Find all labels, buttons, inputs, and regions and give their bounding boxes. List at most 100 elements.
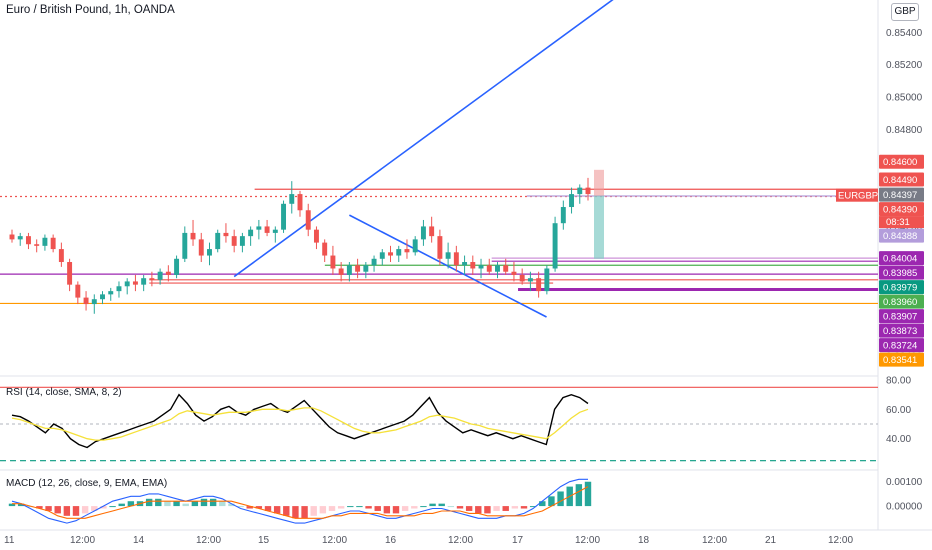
macd-signal-line — [12, 486, 589, 519]
candle-body — [305, 210, 311, 230]
rsi-tick-label: 40.00 — [886, 434, 911, 445]
candle-body — [486, 265, 492, 272]
macd-histogram-bar — [438, 503, 445, 507]
candle-body — [75, 284, 81, 298]
candle-body — [536, 278, 542, 292]
macd-histogram-bar — [447, 506, 455, 508]
candle-body — [264, 226, 270, 233]
macd-histogram-bar — [219, 501, 226, 507]
time-tick-label: 12:00 — [575, 535, 600, 546]
candle-body — [519, 274, 525, 282]
candle-body — [569, 194, 575, 208]
price-tick-label: 0.85200 — [886, 60, 923, 71]
candle-body — [100, 294, 105, 300]
currency-button[interactable]: GBP — [891, 3, 919, 21]
macd-histogram-bar — [420, 506, 427, 508]
candle-body — [495, 265, 500, 272]
symbol-badge-text: EURGBP — [838, 191, 878, 202]
macd-histogram-bar — [465, 506, 473, 511]
candle-body — [91, 299, 97, 305]
time-tick-label: 11 — [4, 535, 15, 546]
macd-title: MACD (12, 26, close, 9, EMA, EMA) — [6, 478, 168, 489]
price-label-badge — [879, 251, 924, 266]
price-label-badge — [879, 187, 924, 202]
price-label: 0.83960 — [883, 297, 917, 308]
price-label-badge — [879, 154, 924, 169]
macd-histogram-bar — [310, 506, 317, 516]
price-label-badge — [879, 309, 924, 324]
candle-body — [207, 249, 212, 256]
candle-body — [396, 249, 402, 256]
candle-body — [371, 258, 377, 266]
macd-histogram-bar — [356, 506, 363, 508]
candle-body — [355, 265, 361, 272]
time-tick-label: 12:00 — [702, 535, 727, 546]
price-label: 0.84004 — [883, 254, 917, 265]
candle-body — [58, 249, 64, 263]
price-label-badge — [879, 172, 924, 187]
chart-title: Euro / British Pound, 1h, OANDA — [6, 4, 175, 16]
macd-histogram-bar — [200, 498, 208, 507]
macd-histogram-bar — [273, 506, 281, 514]
macd-histogram-bar — [337, 506, 345, 509]
macd-histogram-bar — [155, 498, 162, 507]
candle-body — [503, 265, 509, 272]
time-tick-label: 21 — [765, 535, 777, 546]
macd-histogram-bar — [548, 496, 555, 507]
candle-body — [42, 237, 48, 246]
candle-body — [132, 281, 138, 285]
time-tick-label: 17 — [512, 535, 524, 546]
candle-body — [149, 278, 155, 280]
candle-body — [313, 229, 319, 243]
macd-histogram-bar — [365, 506, 372, 509]
candle-body — [198, 239, 204, 256]
candle-body — [462, 262, 468, 266]
macd-histogram-bar — [392, 506, 400, 514]
candle-body — [560, 207, 566, 224]
macd-histogram-bar — [484, 506, 491, 514]
macd-histogram-bar — [100, 506, 107, 509]
macd-histogram-bar — [164, 501, 171, 507]
candle-body — [379, 252, 385, 259]
price-label-badge — [879, 202, 924, 217]
rsi-ma-line — [11, 407, 589, 441]
candle-body — [429, 226, 435, 237]
macd-histogram-bar — [54, 506, 61, 514]
candle-body — [182, 232, 188, 259]
macd-histogram-bar — [347, 506, 354, 508]
price-tick-label: 0.84800 — [886, 125, 923, 136]
candle-body — [585, 187, 591, 195]
candle-body — [322, 242, 328, 256]
candle-body — [124, 281, 130, 287]
macd-histogram-bar — [401, 506, 409, 511]
price-label: 0.84490 — [883, 175, 917, 186]
macd-histogram-bar — [36, 506, 43, 509]
price-label-badge — [879, 323, 924, 338]
macd-histogram-bar — [209, 498, 217, 507]
candle-body — [231, 236, 237, 246]
macd-histogram-bar — [145, 498, 153, 507]
candle-body — [388, 252, 393, 256]
price-label: 0.84390 — [883, 205, 917, 216]
time-tick-label: 12:00 — [196, 535, 221, 546]
candle-body — [174, 258, 180, 275]
time-tick-label: 12:00 — [322, 535, 347, 546]
macd-histogram-bar — [493, 506, 500, 511]
time-tick-label: 15 — [258, 535, 270, 546]
price-label-badge — [879, 338, 924, 353]
stop-zone — [594, 169, 604, 196]
candle-body — [50, 237, 56, 250]
macd-histogram-bar — [557, 491, 564, 507]
macd-histogram-bar — [283, 506, 290, 516]
macd-histogram-bar — [429, 503, 436, 507]
candle-body — [108, 291, 114, 295]
candle-body — [272, 229, 278, 233]
candle-body — [9, 234, 15, 240]
price-label-badge — [879, 265, 924, 280]
macd-histogram-bar — [475, 506, 482, 514]
price-label-badge — [879, 228, 924, 243]
countdown-label: 08:31 — [886, 217, 910, 228]
macd-histogram-bar — [173, 501, 180, 507]
candle-body — [215, 232, 221, 250]
